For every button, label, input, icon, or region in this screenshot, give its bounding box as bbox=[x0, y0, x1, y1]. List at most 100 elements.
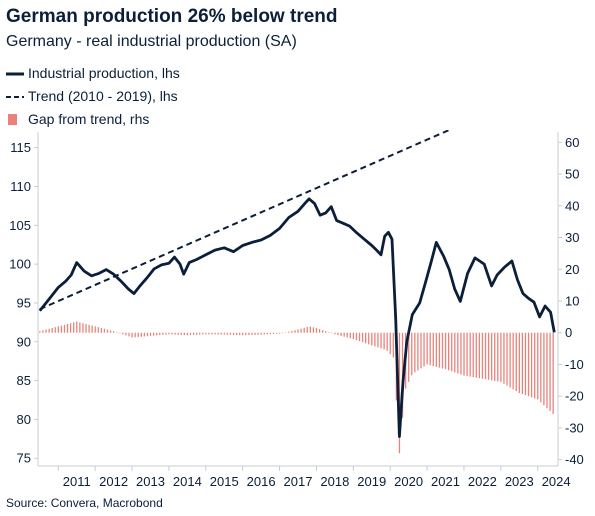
gap-bar bbox=[386, 332, 388, 351]
gap-bar bbox=[66, 324, 69, 333]
gap-bar bbox=[389, 332, 391, 355]
gap-bar bbox=[487, 332, 490, 380]
gap-bar bbox=[251, 332, 253, 335]
gap-bar bbox=[423, 332, 425, 367]
gap-bar bbox=[426, 332, 428, 365]
gap-bar bbox=[146, 332, 149, 337]
gap-bar bbox=[260, 332, 262, 335]
legend-dashed-line-symbol bbox=[6, 96, 24, 98]
gap-bar bbox=[297, 329, 299, 333]
gap-bar bbox=[365, 332, 367, 344]
gap-bar bbox=[42, 330, 44, 333]
gap-bar bbox=[79, 322, 81, 333]
gap-bar bbox=[152, 332, 155, 336]
gap-bar bbox=[334, 332, 336, 335]
gap-bar bbox=[383, 332, 385, 350]
gap-bar bbox=[506, 332, 508, 386]
gap-bar bbox=[242, 332, 244, 336]
gap-bar bbox=[119, 332, 121, 334]
gap-bar bbox=[211, 332, 213, 335]
gap-bar bbox=[315, 327, 318, 333]
legend-item-trend: Trend (2010 - 2019), lhs bbox=[6, 85, 180, 108]
gap-bar bbox=[549, 332, 551, 412]
gap-bar bbox=[275, 332, 278, 334]
gap-bar bbox=[337, 332, 339, 336]
gap-bar bbox=[552, 332, 554, 415]
legend-item-gap: Gap from trend, rhs bbox=[6, 108, 180, 131]
legend: Industrial production, lhs Trend (2010 -… bbox=[6, 62, 180, 131]
gap-bar bbox=[515, 332, 517, 392]
gap-bar bbox=[54, 327, 56, 333]
gap-bar bbox=[368, 332, 370, 345]
gap-bar bbox=[51, 327, 53, 333]
y-left-tick-label: 80 bbox=[17, 412, 31, 427]
gap-bar bbox=[177, 332, 179, 335]
y-right-tick-label: 10 bbox=[565, 294, 579, 309]
gap-bar bbox=[325, 331, 327, 333]
gap-bar bbox=[435, 332, 437, 367]
y-right-tick-label: 30 bbox=[565, 230, 579, 245]
gap-bar bbox=[466, 332, 468, 377]
gap-bar bbox=[352, 332, 355, 340]
gap-bar bbox=[45, 329, 47, 333]
gap-bar bbox=[494, 332, 496, 381]
gap-bar bbox=[518, 332, 520, 394]
x-tick-label: 2011 bbox=[63, 474, 91, 489]
gap-bar bbox=[220, 332, 222, 335]
gap-bar bbox=[266, 332, 268, 335]
gap-bar bbox=[294, 330, 296, 333]
legend-solid-line-symbol bbox=[6, 72, 24, 76]
gap-bar bbox=[168, 332, 170, 335]
x-tick-label: 2012 bbox=[99, 474, 128, 489]
gap-bar bbox=[478, 332, 481, 379]
gap-bar bbox=[398, 332, 401, 454]
gap-bar bbox=[392, 332, 394, 358]
gap-bar bbox=[189, 332, 192, 336]
gap-bar bbox=[113, 331, 115, 333]
gap-bar bbox=[512, 332, 514, 390]
gap-bar bbox=[143, 332, 146, 337]
gap-bar bbox=[186, 332, 189, 336]
production-line bbox=[38, 197, 556, 438]
gap-bar bbox=[543, 332, 545, 406]
gap-bar bbox=[457, 332, 459, 374]
gap-bar bbox=[475, 332, 477, 378]
gap-bar bbox=[546, 332, 548, 409]
gap-bar bbox=[306, 326, 308, 333]
gap-bar bbox=[165, 332, 167, 335]
source-note: Source: Convera, Macrobond bbox=[6, 496, 163, 510]
y-left-tick-label: 95 bbox=[17, 295, 31, 310]
gap-bar bbox=[438, 332, 441, 368]
gap-bar bbox=[355, 332, 358, 341]
x-tick-label: 2013 bbox=[136, 474, 165, 489]
y-right-tick-label: -40 bbox=[565, 452, 584, 467]
gap-bar bbox=[469, 332, 471, 377]
gap-bar bbox=[328, 332, 330, 333]
gap-bar bbox=[374, 332, 376, 347]
x-tick-label: 2022 bbox=[468, 474, 497, 489]
gap-bar bbox=[162, 332, 164, 335]
legend-label-gap: Gap from trend, rhs bbox=[28, 111, 150, 127]
y-right-tick-label: 40 bbox=[565, 198, 579, 213]
y-left-tick-label: 110 bbox=[10, 179, 31, 194]
gap-bar bbox=[331, 332, 333, 334]
gap-bar bbox=[106, 329, 109, 333]
gap-bar bbox=[524, 332, 527, 396]
gap-bar bbox=[303, 327, 305, 333]
gap-bar bbox=[82, 323, 84, 333]
gap-bar bbox=[358, 332, 361, 342]
gap-bar bbox=[537, 332, 539, 400]
gap-bar bbox=[125, 332, 127, 336]
gap-bar bbox=[195, 332, 198, 335]
gap-bar bbox=[346, 332, 348, 338]
gap-bar bbox=[484, 332, 487, 380]
x-tick-label: 2014 bbox=[173, 474, 202, 489]
gap-bar bbox=[408, 332, 410, 382]
gap-bar bbox=[180, 332, 182, 335]
gap-bar bbox=[527, 332, 530, 397]
gap-bar bbox=[420, 332, 422, 369]
gap-bar bbox=[97, 327, 99, 333]
y-left-tick-label: 115 bbox=[10, 140, 31, 155]
y-right-tick-label: 20 bbox=[565, 262, 579, 277]
gap-bar bbox=[451, 332, 453, 372]
